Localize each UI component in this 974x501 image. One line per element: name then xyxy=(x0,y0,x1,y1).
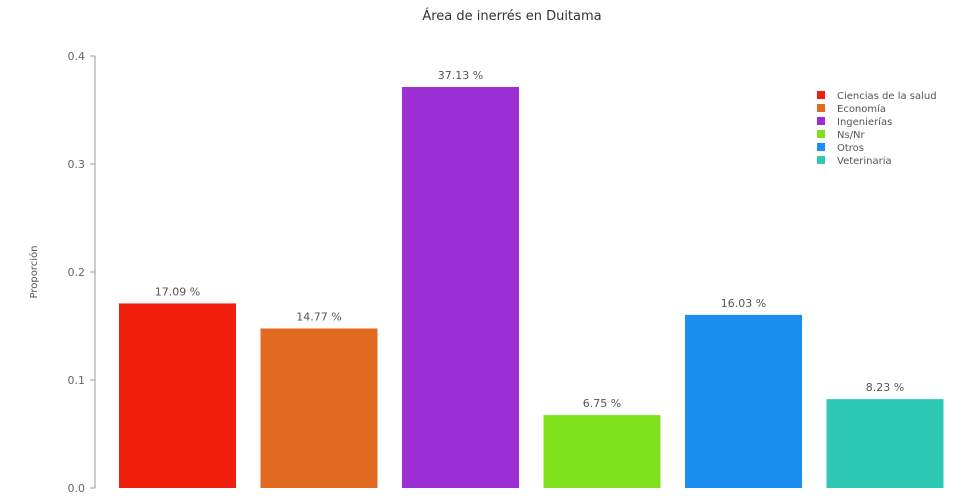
bar-labels-group: 17.09 % 14.77 % 37.13 % 6.75 % 16.03 % 8.23 % xyxy=(155,69,904,410)
legend-entry: Ingenierías xyxy=(837,116,892,128)
bar-data-label: 8.23 % xyxy=(866,381,904,394)
bar-4 xyxy=(685,314,802,488)
legend-entry: Ns/Nr xyxy=(837,130,866,141)
legend-swatch xyxy=(817,117,825,125)
bar-data-label: 6.75 % xyxy=(583,397,621,410)
legend-entry: Otros xyxy=(837,143,864,154)
bar-data-label: 37.13 % xyxy=(438,69,483,82)
bar-3 xyxy=(543,415,661,488)
bar-data-label: 14.77 % xyxy=(296,310,341,323)
y-tick-label: 0.2 xyxy=(68,266,86,279)
bar-5 xyxy=(826,399,944,488)
y-tick-label: 0.1 xyxy=(68,374,86,387)
legend-swatch xyxy=(817,91,825,99)
legend-entry: Economía xyxy=(837,103,886,115)
bar-1 xyxy=(260,328,378,488)
legend-swatch xyxy=(817,156,825,164)
legend-swatch xyxy=(817,143,825,151)
y-axis: 0.0 0.1 0.2 0.3 0.4 xyxy=(68,50,96,495)
chart-title: Área de inerrés en Duitama xyxy=(422,8,601,24)
bar-data-label: 16.03 % xyxy=(721,297,766,310)
legend-entry: Veterinaria xyxy=(837,156,892,167)
y-tick-label: 0.3 xyxy=(68,158,86,171)
bar-0 xyxy=(119,303,236,488)
legend-entry: Ciencias de la salud xyxy=(837,91,937,102)
bars-group xyxy=(119,86,944,488)
y-tick-label: 0.4 xyxy=(68,50,86,63)
bar-data-label: 17.09 % xyxy=(155,285,200,298)
bar-2 xyxy=(402,86,519,488)
legend-swatch xyxy=(817,130,825,138)
legend-swatch xyxy=(817,104,825,112)
y-tick-label: 0.0 xyxy=(68,482,86,495)
y-axis-label: Proporción xyxy=(28,246,40,299)
